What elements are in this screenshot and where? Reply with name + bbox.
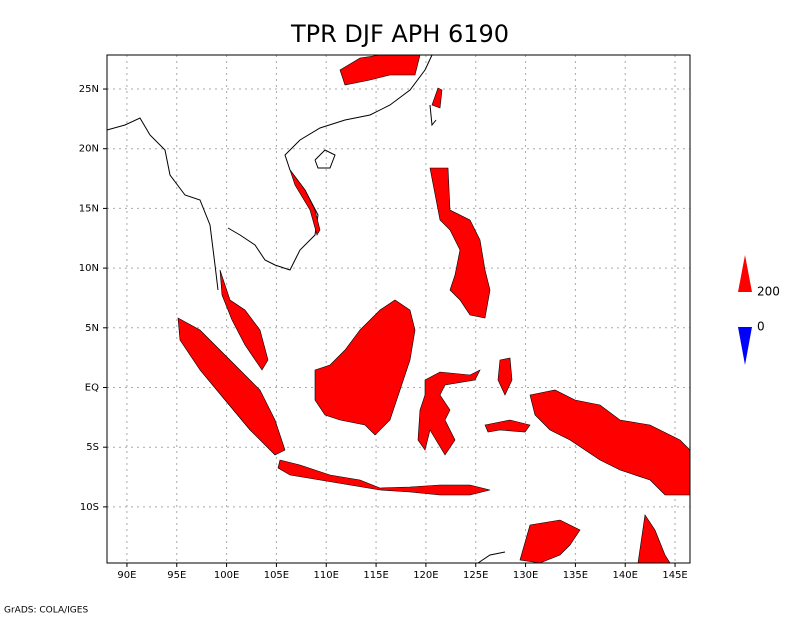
map-title: TPR DJF APH 6190 — [290, 20, 509, 48]
x-tick-label: 140E — [613, 570, 638, 581]
colorbar-triangle — [738, 255, 752, 292]
coastline — [477, 551, 506, 564]
y-tick-label: 20N — [79, 144, 99, 155]
x-tick-label: 130E — [513, 570, 538, 581]
rain-area — [277, 459, 491, 496]
x-tick-label: 115E — [363, 570, 388, 581]
colorbar-triangle — [738, 327, 752, 365]
rain-area — [497, 357, 513, 396]
rain-area — [177, 317, 286, 456]
rain-area — [429, 167, 491, 319]
x-tick-label: 95E — [167, 570, 186, 581]
coastline — [227, 54, 433, 271]
y-tick-label: 5N — [85, 323, 99, 334]
rain-area — [289, 169, 321, 236]
x-tick-label: 135E — [563, 570, 588, 581]
map-frame — [106, 54, 691, 564]
colorbar-label: 200 — [757, 285, 780, 299]
rain-area — [519, 519, 581, 564]
rain-area — [314, 299, 416, 436]
y-tick-label: 10S — [80, 502, 99, 513]
footer: GrADS: COLA/IGES — [4, 606, 88, 616]
colorbar-label: 0 — [757, 320, 765, 334]
coastline — [429, 104, 437, 127]
x-tick-label: 100E — [214, 570, 239, 581]
y-tick-label: 15N — [79, 203, 99, 214]
x-tick-label: 125E — [463, 570, 488, 581]
y-tick-label: 25N — [79, 84, 99, 95]
y-tick-label: EQ — [85, 382, 99, 393]
x-tick-label: 145E — [662, 570, 687, 581]
x-tick-label: 105E — [264, 570, 289, 581]
y-tick-label: 5S — [86, 442, 99, 453]
rain-area — [529, 389, 691, 496]
x-tick-label: 90E — [117, 570, 136, 581]
rain-area — [484, 419, 531, 433]
rain-area — [637, 514, 671, 564]
rain-area — [417, 369, 481, 456]
rain-area — [339, 54, 421, 86]
x-tick-label: 110E — [314, 570, 339, 581]
y-tick-label: 10N — [79, 263, 99, 274]
coastline — [106, 117, 219, 291]
rain-area — [219, 269, 269, 371]
rain-area — [431, 87, 443, 109]
coastline — [314, 149, 336, 169]
colorbar-segment — [738, 292, 752, 327]
precipitation-areas — [177, 54, 691, 564]
x-tick-label: 120E — [413, 570, 438, 581]
